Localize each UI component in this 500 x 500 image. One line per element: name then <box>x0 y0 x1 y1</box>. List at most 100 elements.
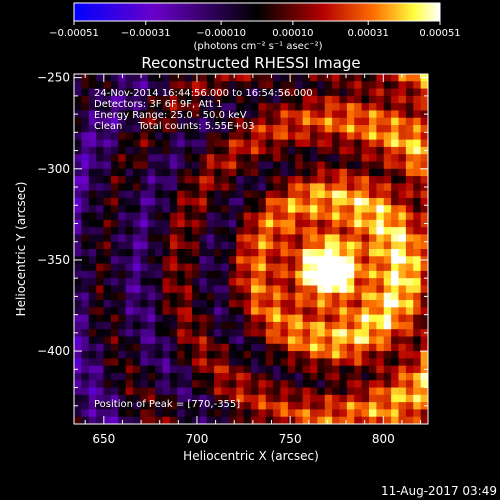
heatmap-cell <box>324 117 333 126</box>
heatmap-cell <box>199 263 208 272</box>
heatmap-cell <box>391 125 400 133</box>
heatmap-cell <box>184 402 193 411</box>
heatmap-cell <box>398 329 407 338</box>
heatmap-cell <box>391 300 400 308</box>
heatmap-cell <box>324 154 333 163</box>
heatmap-cell <box>228 307 237 316</box>
heatmap-cell <box>243 117 252 126</box>
heatmap-cell <box>376 81 385 90</box>
heatmap-cell <box>228 343 237 352</box>
heatmap-cell <box>398 95 407 104</box>
heatmap-cell <box>287 343 296 352</box>
heatmap-cell <box>147 212 156 221</box>
heatmap-cell <box>376 88 385 97</box>
heatmap-cell <box>199 146 208 155</box>
colorbar-ticks: −0.00051 −0.00031 −0.00010 0.00010 0.00031 0.… <box>49 21 461 39</box>
heatmap-cell <box>295 409 304 418</box>
heatmap-cell <box>354 95 363 104</box>
heatmap-cell <box>295 292 304 301</box>
heatmap-cell <box>310 372 318 381</box>
heatmap-cell <box>339 285 348 294</box>
heatmap-cell <box>324 249 333 257</box>
heatmap-cell <box>295 314 304 323</box>
heatmap-cell <box>199 351 208 359</box>
heatmap-cell <box>162 212 171 221</box>
heatmap-cell <box>369 117 377 126</box>
heatmap-cell <box>391 329 400 338</box>
heatmap-cell <box>162 161 171 170</box>
heatmap-cell <box>236 81 245 90</box>
heatmap-cell <box>221 307 230 316</box>
heatmap-cell <box>155 205 164 214</box>
heatmap-cell <box>177 321 186 330</box>
heatmap-cell <box>236 74 245 82</box>
heatmap-cell <box>346 74 355 82</box>
heatmap-cell <box>81 95 90 104</box>
heatmap-cell <box>317 372 326 381</box>
heatmap-cell <box>332 227 341 236</box>
heatmap-cell <box>140 365 149 374</box>
heatmap-cell <box>162 394 171 403</box>
heatmap-cell <box>265 168 274 177</box>
heatmap-cell <box>125 300 134 308</box>
heatmap-cell <box>81 256 90 265</box>
heatmap-cell <box>236 365 245 374</box>
heatmap-cell <box>369 125 377 133</box>
heatmap-cell <box>258 168 267 177</box>
heatmap-cell <box>125 365 134 374</box>
heatmap-cell <box>391 168 400 177</box>
heatmap-cell <box>369 270 377 279</box>
heatmap-cell <box>147 81 156 90</box>
heatmap-cell <box>155 321 164 330</box>
heatmap-cell <box>206 227 215 236</box>
heatmap-cell <box>206 249 215 257</box>
heatmap-cell <box>369 234 377 243</box>
heatmap-cell <box>354 292 363 301</box>
heatmap-cell <box>177 270 186 279</box>
heatmap-cell <box>251 234 259 243</box>
heatmap-cell <box>280 197 289 206</box>
heatmap-cell <box>236 300 245 308</box>
heatmap-cell <box>140 154 149 163</box>
heatmap-cell <box>110 314 119 323</box>
heatmap-cell <box>376 285 385 294</box>
heatmap-cell <box>133 161 141 170</box>
heatmap-cell <box>96 88 105 97</box>
heatmap-cell <box>147 336 156 345</box>
heatmap-cell <box>169 409 178 418</box>
heatmap-cell <box>258 336 267 345</box>
heatmap-cell <box>346 263 355 272</box>
heatmap-cell <box>169 329 178 338</box>
heatmap-cell <box>81 197 90 206</box>
heatmap-cell <box>81 227 90 236</box>
heatmap-cell <box>206 110 215 119</box>
heatmap-cell <box>184 336 193 345</box>
heatmap-cell <box>133 263 141 272</box>
heatmap-cell <box>354 176 363 184</box>
heatmap-cell <box>273 372 282 381</box>
heatmap-cell <box>81 249 90 257</box>
heatmap-cell <box>273 329 282 338</box>
heatmap-cell <box>110 343 119 352</box>
heatmap-cell <box>295 190 304 199</box>
heatmap-cell <box>103 205 112 214</box>
heatmap-cell <box>206 190 215 199</box>
heatmap-cell <box>265 95 274 104</box>
heatmap-cell <box>361 110 370 119</box>
heatmap-cell <box>361 270 370 279</box>
heatmap-cell <box>383 154 392 163</box>
heatmap-cell <box>184 358 193 367</box>
heatmap-cell <box>96 307 105 316</box>
heatmap-cell <box>265 416 274 424</box>
heatmap-cell <box>339 270 348 279</box>
heatmap-cell <box>324 300 333 308</box>
heatmap-cell <box>110 256 119 265</box>
heatmap-cell <box>162 205 171 214</box>
heatmap-cell <box>398 402 407 411</box>
heatmap-cell <box>103 161 112 170</box>
heatmap-cell <box>317 270 326 279</box>
heatmap-cell <box>236 416 245 424</box>
heatmap-cell <box>236 103 245 112</box>
heatmap-cell <box>413 197 422 206</box>
heatmap-cell <box>413 278 422 287</box>
